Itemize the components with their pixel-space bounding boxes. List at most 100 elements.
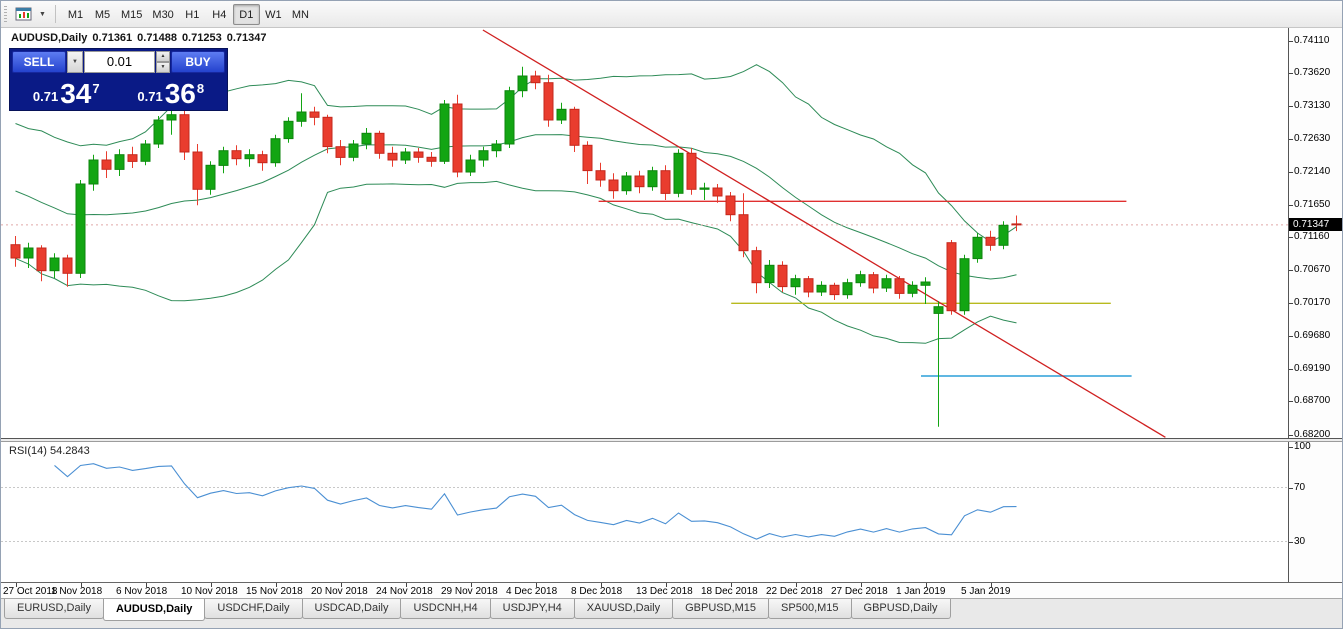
dropdown-caret-icon[interactable]: ▼ bbox=[39, 10, 46, 18]
current-price-tag: 0.71347 bbox=[1289, 218, 1342, 231]
buy-price-big-digits: 36 bbox=[164, 78, 196, 109]
time-axis-label: 1 Nov 2018 bbox=[51, 586, 103, 597]
price-scale-tick bbox=[1289, 205, 1293, 206]
chart-tab-usdcad-daily[interactable]: USDCAD,Daily bbox=[301, 599, 402, 619]
candle-body bbox=[634, 175, 645, 188]
time-axis-label: 29 Nov 2018 bbox=[441, 586, 498, 597]
timeframe-button-m1[interactable]: M1 bbox=[67, 8, 84, 21]
rsi-scale-label: 30 bbox=[1294, 536, 1306, 547]
chart-tab-usdchf-daily[interactable]: USDCHF,Daily bbox=[204, 599, 303, 619]
price-scale-tick bbox=[1289, 139, 1293, 140]
candle-body bbox=[75, 183, 86, 274]
time-axis-label: 8 Dec 2018 bbox=[571, 586, 623, 597]
candle-body bbox=[959, 258, 970, 312]
candle-body bbox=[595, 170, 606, 181]
candle-body bbox=[231, 150, 242, 160]
rsi-scale-tick bbox=[1289, 542, 1293, 543]
rsi-indicator-canvas[interactable] bbox=[1, 442, 1288, 582]
candle-body bbox=[608, 179, 619, 192]
sell-price-pip-digit: 7 bbox=[92, 81, 100, 96]
time-axis-tick bbox=[341, 583, 342, 587]
sell-button[interactable]: SELL bbox=[12, 51, 66, 73]
timeframe-button-mn[interactable]: MN bbox=[291, 8, 309, 21]
timeframe-button-d1[interactable]: D1 bbox=[232, 3, 260, 25]
price-scale-label: 0.69190 bbox=[1294, 363, 1331, 374]
candle-body bbox=[777, 264, 788, 288]
volume-step-up-icon[interactable]: ▲ bbox=[156, 51, 170, 62]
timeframe-button-m30[interactable]: M30 bbox=[152, 8, 174, 21]
time-axis-label: 4 Dec 2018 bbox=[506, 586, 558, 597]
price-scale-tick bbox=[1289, 336, 1293, 337]
price-scale-tick bbox=[1289, 73, 1293, 74]
price-scale-tick bbox=[1289, 369, 1293, 370]
candle-body bbox=[49, 257, 60, 272]
timeframe-button-m15[interactable]: M15 bbox=[121, 8, 143, 21]
candle-body bbox=[218, 150, 229, 166]
price-scale-label: 0.73620 bbox=[1294, 67, 1331, 78]
sell-price-display[interactable]: 0.71 34 7 bbox=[14, 80, 119, 108]
candle-body bbox=[491, 143, 502, 152]
candle-body bbox=[647, 170, 658, 188]
rsi-scale-label: 100 bbox=[1294, 441, 1311, 452]
candle-body bbox=[179, 114, 190, 153]
volume-input[interactable]: 0.01 bbox=[84, 51, 155, 73]
descending-trendline[interactable] bbox=[482, 29, 1166, 438]
candle-body bbox=[894, 278, 905, 294]
rsi-line bbox=[54, 463, 1017, 540]
candle-body bbox=[855, 274, 866, 284]
candle-body bbox=[127, 154, 138, 162]
candle-body bbox=[62, 257, 73, 274]
candle-body bbox=[686, 152, 697, 190]
indicator-panel-divider[interactable] bbox=[1, 438, 1342, 442]
time-axis-tick bbox=[211, 583, 212, 587]
candle-body bbox=[166, 114, 177, 121]
time-axis-tick bbox=[991, 583, 992, 587]
candle-body bbox=[361, 132, 372, 145]
price-scale-tick bbox=[1289, 401, 1293, 402]
candle-body bbox=[296, 111, 307, 122]
chart-tab-xauusd-daily[interactable]: XAUUSD,Daily bbox=[573, 599, 674, 619]
candle-body bbox=[270, 138, 281, 164]
chart-tab-usdjpy-h4[interactable]: USDJPY,H4 bbox=[489, 599, 575, 619]
volume-stepper: ▲ ▼ bbox=[156, 51, 170, 73]
sell-price-prefix: 0.71 bbox=[32, 89, 59, 104]
chart-tab-gbpusd-m15[interactable]: GBPUSD,M15 bbox=[672, 599, 770, 619]
one-click-trade-panel: SELL ▼ 0.01 ▲ ▼ BUY 0.71 34 7 0.71 36 8 bbox=[9, 48, 228, 111]
chart-tab-gbpusd-daily[interactable]: GBPUSD,Daily bbox=[850, 599, 951, 619]
chart-tab-usdcnh-h4[interactable]: USDCNH,H4 bbox=[400, 599, 491, 619]
chart-tab-audusd-daily[interactable]: AUDUSD,Daily bbox=[102, 599, 206, 621]
timeframe-button-h4[interactable]: H4 bbox=[212, 8, 227, 21]
trade-panel-controls: SELL ▼ 0.01 ▲ ▼ BUY bbox=[12, 51, 225, 73]
volume-dropdown-button[interactable]: ▼ bbox=[67, 51, 83, 73]
time-axis-tick bbox=[666, 583, 667, 587]
rsi-scale-label: 70 bbox=[1294, 482, 1306, 493]
price-scale[interactable] bbox=[1288, 28, 1342, 582]
timeframe-button-h1[interactable]: H1 bbox=[185, 8, 200, 21]
candle-body bbox=[283, 120, 294, 140]
timeframe-button-m5[interactable]: M5 bbox=[94, 8, 111, 21]
time-axis-tick bbox=[861, 583, 862, 587]
chart-window-icon[interactable] bbox=[12, 4, 36, 25]
candle-body bbox=[426, 156, 437, 162]
timeframe-button-w1[interactable]: W1 bbox=[265, 8, 282, 21]
time-axis-label: 1 Jan 2019 bbox=[896, 586, 946, 597]
price-scale-label: 0.68700 bbox=[1294, 395, 1331, 406]
candle-body bbox=[101, 159, 112, 170]
candle-body bbox=[413, 151, 424, 158]
price-scale-tick bbox=[1289, 172, 1293, 173]
buy-button[interactable]: BUY bbox=[171, 51, 225, 73]
time-axis[interactable] bbox=[1, 582, 1342, 598]
candle-body bbox=[868, 274, 879, 289]
volume-step-down-icon[interactable]: ▼ bbox=[156, 62, 170, 73]
candle-body bbox=[582, 144, 593, 172]
candle-body bbox=[569, 108, 580, 146]
chart-tab-eurusd-daily[interactable]: EURUSD,Daily bbox=[4, 599, 104, 619]
price-scale-label: 0.70670 bbox=[1294, 264, 1331, 275]
toolbar-grip[interactable] bbox=[4, 5, 7, 23]
chart-tab-sp500-m15[interactable]: SP500,M15 bbox=[768, 599, 852, 619]
candle-body bbox=[803, 278, 814, 293]
rsi-scale-tick bbox=[1289, 488, 1293, 489]
buy-price-display[interactable]: 0.71 36 8 bbox=[119, 78, 224, 109]
time-axis-label: 13 Dec 2018 bbox=[636, 586, 693, 597]
